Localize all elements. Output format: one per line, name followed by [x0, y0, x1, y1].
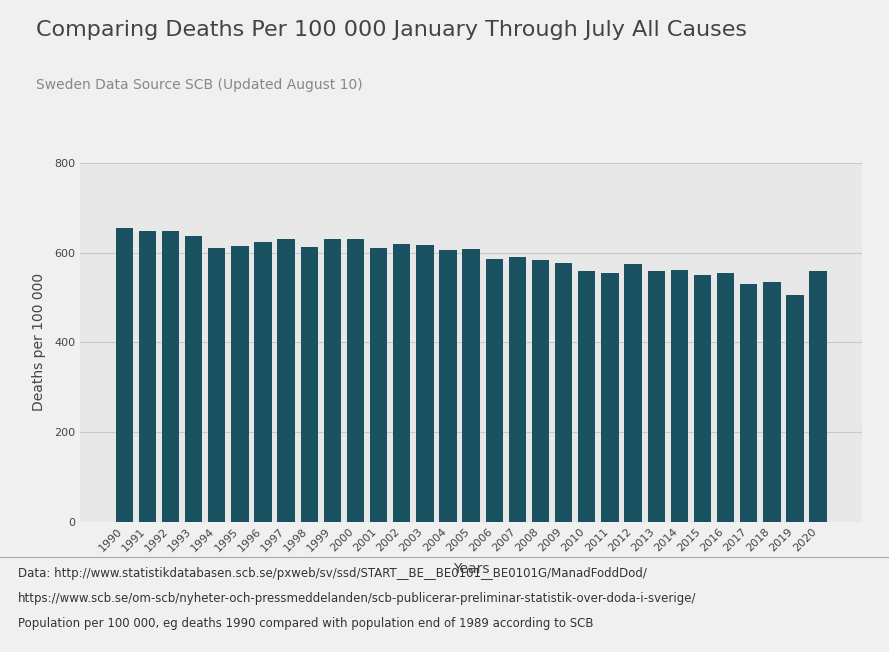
- Bar: [717, 273, 734, 522]
- Bar: [809, 271, 827, 522]
- Bar: [740, 284, 757, 522]
- Bar: [231, 246, 249, 522]
- Bar: [162, 231, 180, 522]
- Y-axis label: Deaths per 100 000: Deaths per 100 000: [32, 273, 45, 411]
- X-axis label: Years: Years: [453, 562, 490, 576]
- Bar: [208, 248, 226, 522]
- Text: Sweden Data Source SCB (Updated August 10): Sweden Data Source SCB (Updated August 1…: [36, 78, 362, 92]
- Bar: [324, 239, 341, 522]
- Text: Comparing Deaths Per 100 000 January Through July All Causes: Comparing Deaths Per 100 000 January Thr…: [36, 20, 747, 40]
- Bar: [624, 264, 642, 522]
- Bar: [555, 263, 573, 522]
- Bar: [416, 245, 434, 522]
- Bar: [116, 228, 133, 522]
- Bar: [185, 235, 203, 522]
- Text: https://www.scb.se/om-scb/nyheter-och-pressmeddelanden/scb-publicerar-preliminar: https://www.scb.se/om-scb/nyheter-och-pr…: [18, 592, 696, 605]
- Bar: [647, 271, 665, 522]
- Text: Data: http://www.statistikdatabasen.scb.se/pxweb/sv/ssd/START__BE__BE0101__BE010: Data: http://www.statistikdatabasen.scb.…: [18, 567, 646, 580]
- Bar: [439, 250, 457, 522]
- Bar: [693, 275, 711, 522]
- Bar: [532, 260, 549, 522]
- Bar: [347, 239, 364, 522]
- Bar: [509, 257, 526, 522]
- Bar: [300, 247, 318, 522]
- Bar: [763, 282, 781, 522]
- Bar: [601, 273, 619, 522]
- Bar: [393, 244, 411, 522]
- Text: Population per 100 000, eg deaths 1990 compared with population end of 1989 acco: Population per 100 000, eg deaths 1990 c…: [18, 617, 593, 630]
- Bar: [786, 295, 804, 522]
- Bar: [462, 249, 480, 522]
- Bar: [485, 259, 503, 522]
- Bar: [370, 248, 388, 522]
- Bar: [670, 270, 688, 522]
- Bar: [139, 231, 156, 522]
- Bar: [578, 271, 596, 522]
- Bar: [277, 239, 295, 522]
- Bar: [254, 243, 272, 522]
